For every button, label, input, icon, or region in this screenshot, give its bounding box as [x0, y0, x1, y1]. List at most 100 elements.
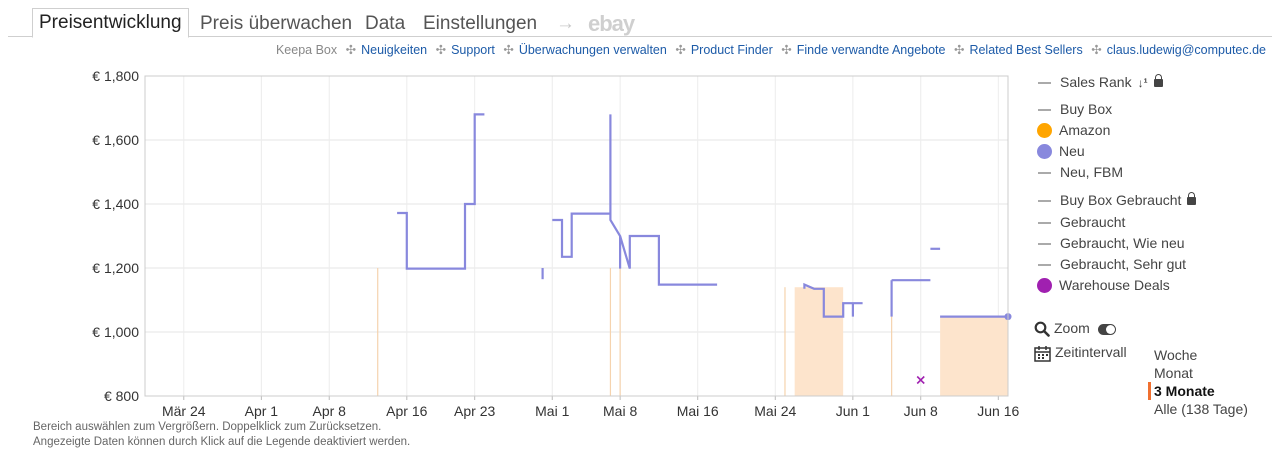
- legend-item-used-very-good[interactable]: Gebraucht, Sehr gut: [1034, 254, 1186, 274]
- tab-price-history[interactable]: Preisentwicklung: [32, 8, 189, 38]
- separator-icon: ✣: [503, 43, 514, 57]
- magnifier-icon: [1034, 321, 1050, 338]
- series-neu-line: [803, 282, 863, 318]
- link-related-best-sellers[interactable]: Related Best Sellers: [969, 43, 1083, 57]
- legend-label: Gebraucht: [1060, 214, 1126, 230]
- x-tick-label: Mai 16: [677, 403, 719, 419]
- y-axis: € 800 € 1,000 € 1,200 € 1,400 € 1,600 € 1,800: [92, 68, 139, 404]
- range-week[interactable]: Woche: [1154, 347, 1198, 363]
- x-tick-label: Apr 8: [313, 403, 347, 419]
- chart-hint: Bereich auswählen zum Vergrößern. Doppel…: [33, 420, 410, 450]
- legend-item-amazon[interactable]: Amazon: [1034, 120, 1110, 140]
- y-tick-label: € 1,600: [92, 132, 139, 148]
- separator-icon: ✣: [953, 43, 965, 57]
- x-tick-label: Jun 1: [836, 403, 870, 419]
- chart-shaded-ranges: [794, 287, 1008, 396]
- lock-icon: [1153, 74, 1163, 87]
- warehouse-dot-icon: [1037, 277, 1052, 293]
- range-all[interactable]: Alle (138 Tage): [1154, 401, 1248, 417]
- x-tick-label: Apr 23: [454, 403, 495, 419]
- separator-icon: ✣: [435, 43, 447, 57]
- separator-icon: ✣: [345, 43, 357, 57]
- y-tick-label: € 1,800: [92, 68, 139, 84]
- lock-icon: [1187, 192, 1197, 205]
- legend-item-neu-fbm[interactable]: Neu, FBM: [1034, 162, 1123, 182]
- legend-label: Buy Box Gebraucht: [1060, 192, 1182, 208]
- time-interval-label-row: Zeitintervall: [1034, 344, 1127, 362]
- time-interval-label: Zeitintervall: [1055, 344, 1127, 360]
- legend-label: Sales Rank: [1060, 74, 1132, 90]
- ebay-logo[interactable]: ebay: [588, 11, 635, 36]
- legend-label: Amazon: [1059, 122, 1111, 138]
- tab-track-price[interactable]: Preis überwachen: [200, 13, 353, 34]
- tab-bar: Preisentwicklung Preis überwachen Data E…: [8, 8, 1272, 38]
- x-tick-label: Mai 8: [603, 403, 637, 419]
- keepa-box-label: Keepa Box: [275, 43, 338, 57]
- legend-label: Neu, FBM: [1060, 164, 1124, 180]
- dash-icon: [1038, 172, 1051, 175]
- series-warehouse-point: [916, 375, 925, 385]
- separator-icon: ✣: [675, 43, 686, 57]
- time-range-list: Woche Monat 3 Monate Alle (138 Tage): [1148, 346, 1248, 418]
- tab-data[interactable]: Data: [365, 13, 406, 34]
- zoom-control[interactable]: Zoom: [1034, 320, 1116, 338]
- legend-label: Gebraucht, Wie neu: [1060, 235, 1185, 251]
- legend-item-neu[interactable]: Neu: [1034, 141, 1085, 161]
- x-tick-label: Jun 16: [977, 403, 1019, 419]
- calendar-icon: [1034, 345, 1051, 362]
- y-tick-label: € 1,000: [92, 324, 139, 340]
- shaded-range: [794, 287, 844, 396]
- link-product-finder[interactable]: Product Finder: [690, 43, 773, 57]
- dash-icon: [1038, 109, 1051, 112]
- tab-settings[interactable]: Einstellungen: [423, 13, 538, 34]
- x-tick-label: Apr 1: [245, 403, 279, 419]
- chart-markers: [377, 268, 893, 396]
- link-related-offers[interactable]: Finde verwandte Angebote: [796, 43, 946, 57]
- range-3-months[interactable]: 3 Monate: [1148, 382, 1248, 400]
- legend-item-buy-box-used[interactable]: Buy Box Gebraucht: [1034, 190, 1197, 210]
- plot-frame: [144, 75, 1009, 397]
- chart-series: [397, 113, 1012, 385]
- legend-item-warehouse-deals[interactable]: Warehouse Deals: [1034, 275, 1170, 295]
- link-news[interactable]: Neuigkeiten: [361, 43, 428, 57]
- link-account-email[interactable]: claus.ludewig@computec.de: [1106, 43, 1266, 57]
- legend-item-sales-rank[interactable]: Sales Rank ↓¹: [1034, 72, 1163, 92]
- x-axis: Mär 24 Apr 1 Apr 8 Apr 16 Apr 23 Mai 1 Mai 8 Ma…: [162, 403, 1020, 419]
- link-bar: Keepa Box ✣ Neuigkeiten ✣ Support ✣ Überwac…: [276, 42, 1266, 57]
- dash-icon: [1038, 222, 1051, 225]
- series-neu-line: [552, 114, 718, 286]
- y-tick-label: € 800: [104, 388, 139, 404]
- arrow-icon: →: [556, 13, 575, 34]
- legend-item-used-like-new[interactable]: Gebraucht, Wie neu: [1034, 233, 1185, 253]
- separator-icon: ✣: [1091, 43, 1102, 57]
- price-chart[interactable]: € 800 € 1,000 € 1,200 € 1,400 € 1,600 € 1,800…: [0, 60, 1030, 420]
- series-neu-line: [397, 113, 485, 270]
- legend-label: Warehouse Deals: [1059, 277, 1170, 293]
- x-tick-label: Mär 24: [162, 403, 206, 419]
- dash-icon: [1038, 82, 1051, 85]
- sort-numeric-icon: ↓¹: [1137, 76, 1148, 90]
- dash-icon: [1038, 200, 1051, 203]
- dash-icon: [1038, 243, 1051, 246]
- chart-grid: [145, 75, 1008, 400]
- separator-icon: ✣: [781, 43, 792, 57]
- x-tick-label: Apr 16: [386, 403, 427, 419]
- link-support[interactable]: Support: [451, 43, 495, 57]
- legend-item-used[interactable]: Gebraucht: [1034, 212, 1125, 232]
- dash-icon: [1038, 264, 1051, 267]
- shaded-range: [940, 316, 1008, 396]
- zoom-toggle[interactable]: [1097, 323, 1116, 335]
- legend-label: Neu: [1059, 143, 1085, 159]
- link-manage-tracking[interactable]: Überwachungen verwalten: [518, 43, 667, 57]
- hint-line-zoom: Bereich auswählen zum Vergrößern. Doppel…: [33, 421, 382, 433]
- neu-dot-icon: [1037, 143, 1052, 159]
- legend-label: Buy Box: [1060, 101, 1113, 117]
- y-tick-label: € 1,200: [92, 260, 139, 276]
- zoom-label: Zoom: [1054, 320, 1090, 336]
- hint-line-legend: Angezeigte Daten können durch Klick auf …: [33, 436, 411, 448]
- legend-item-buy-box[interactable]: Buy Box: [1034, 99, 1112, 119]
- range-month[interactable]: Monat: [1154, 365, 1193, 381]
- amazon-dot-icon: [1037, 122, 1052, 138]
- x-tick-label: Mai 24: [754, 403, 796, 419]
- y-tick-label: € 1,400: [92, 196, 139, 212]
